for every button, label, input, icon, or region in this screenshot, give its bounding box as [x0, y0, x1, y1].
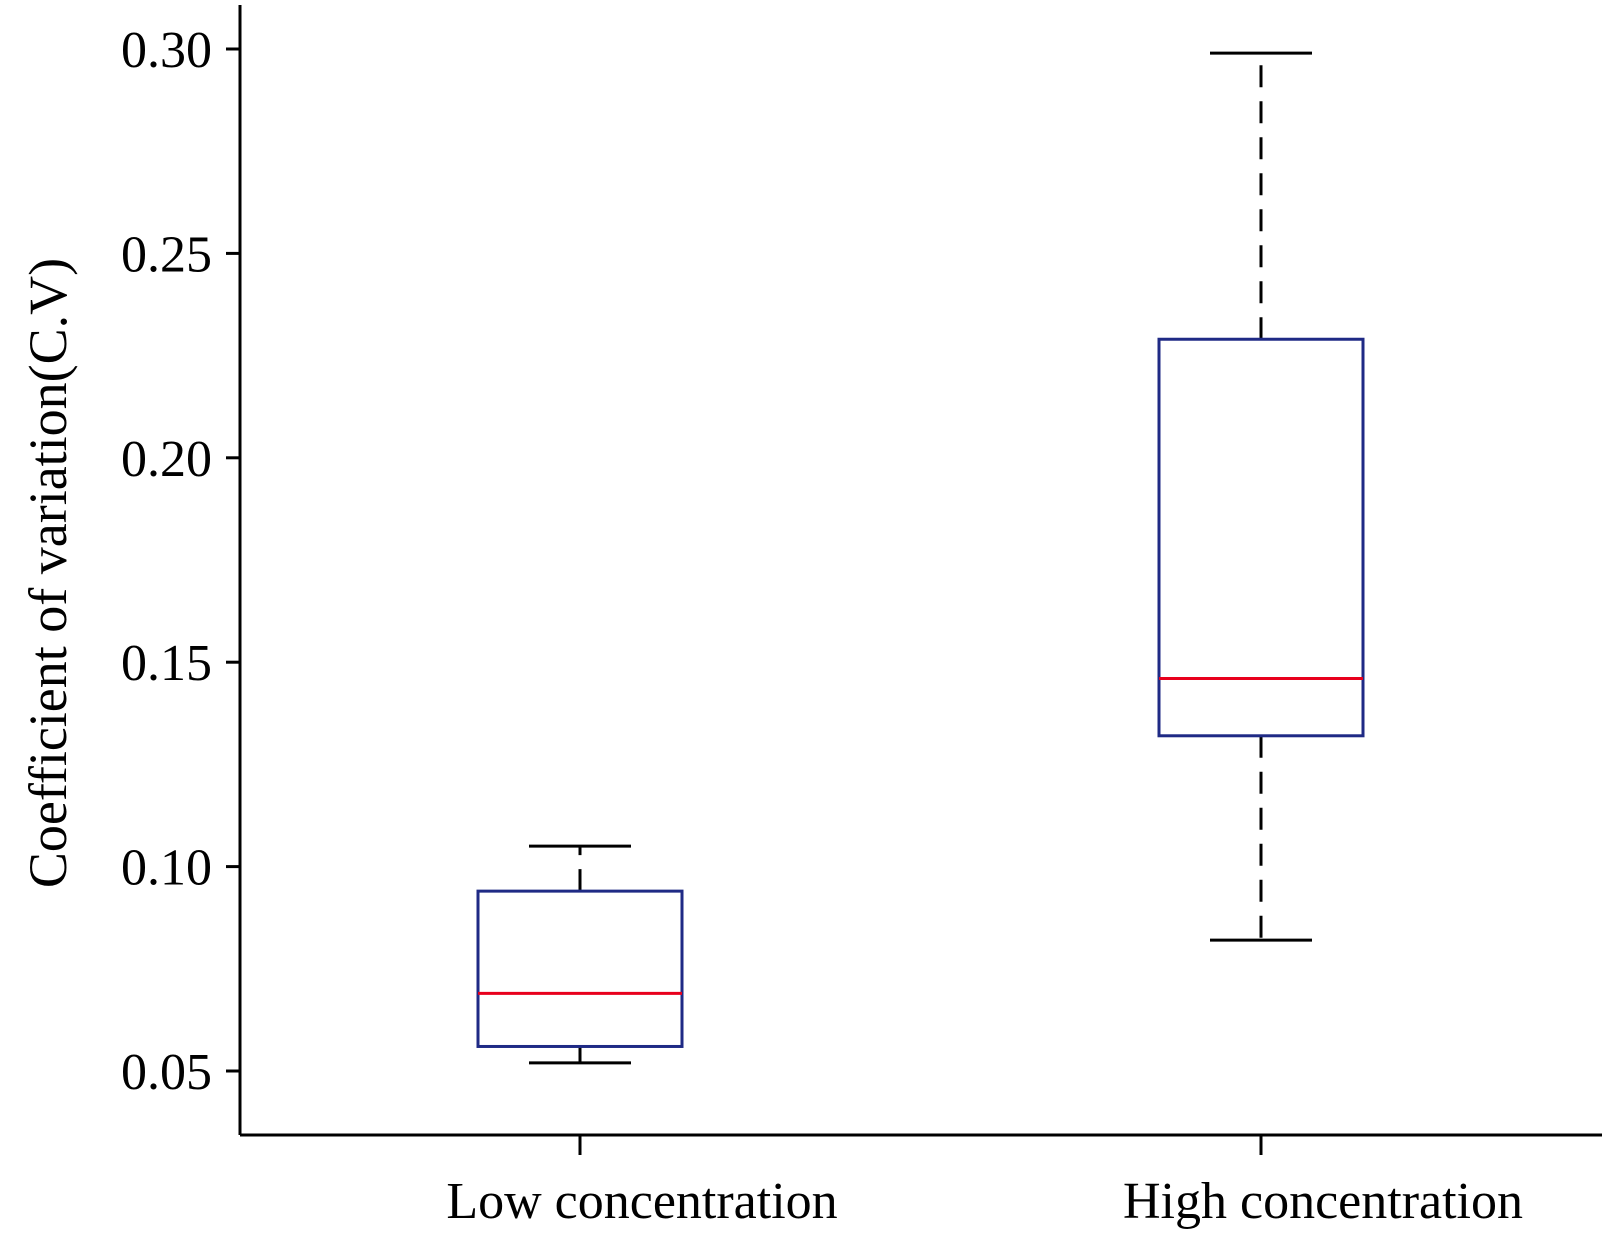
box-high	[1157, 51, 1365, 942]
box-body	[1157, 337, 1365, 738]
box-low	[476, 844, 684, 1065]
y-ticks: 0.05 0.10 0.15 0.20 0.25 0.30	[121, 22, 240, 1101]
boxes	[476, 51, 1365, 1065]
y-tick-label: 0.20	[121, 431, 212, 488]
y-tick-label: 0.10	[121, 840, 212, 897]
x-tick-label: Low concentration	[446, 1173, 837, 1230]
y-axis-title: Coefficient of variation(C.V)	[18, 258, 78, 888]
y-tick-label: 0.15	[121, 635, 212, 692]
x-tick-label: High concentration	[1123, 1173, 1523, 1230]
x-ticks: Low concentration High concentration	[446, 1135, 1523, 1230]
box-body	[476, 889, 684, 1048]
y-tick-label: 0.25	[121, 226, 212, 283]
y-tick-label: 0.05	[121, 1044, 212, 1101]
axes	[238, 5, 1602, 1137]
y-tick-label: 0.30	[121, 22, 212, 79]
